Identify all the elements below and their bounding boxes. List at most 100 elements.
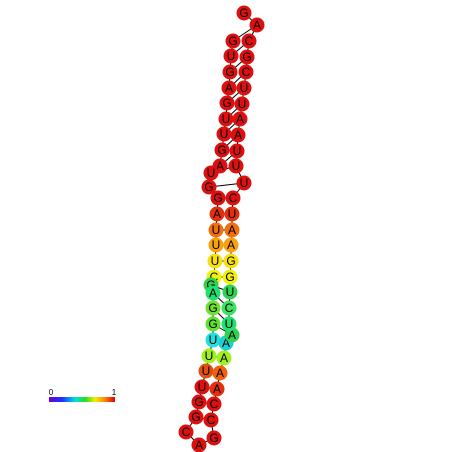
nucleotide-label: G xyxy=(194,395,203,409)
nucleotide-label: G xyxy=(206,278,215,292)
nucleotide xyxy=(225,190,241,206)
nucleotide-label: U xyxy=(211,254,220,268)
nucleotide xyxy=(225,33,241,49)
nucleotide-label: U xyxy=(225,317,234,331)
nucleotide-label: A xyxy=(216,159,224,173)
nucleotide-label: C xyxy=(210,397,219,411)
nucleotide xyxy=(208,237,224,253)
nucleotide xyxy=(221,316,237,332)
nucleotide-label: U xyxy=(233,144,242,158)
nucleotide-label: U xyxy=(240,81,249,95)
nucleotide xyxy=(210,190,226,206)
nucleotide-label: U xyxy=(205,349,214,363)
nucleotide-label: C xyxy=(182,425,191,439)
nucleotide-label: C xyxy=(242,65,251,79)
nucleotide-label: G xyxy=(208,317,217,331)
nucleotide xyxy=(201,348,217,364)
nucleotide xyxy=(191,437,207,452)
nucleotide-label: U xyxy=(220,127,229,141)
nucleotide-label: A xyxy=(213,382,221,396)
nucleotide xyxy=(198,363,214,379)
nucleotide-label: C xyxy=(229,191,238,205)
nucleotide-label: U xyxy=(227,49,236,63)
nucleotide xyxy=(191,394,207,410)
nucleotide-label: U xyxy=(232,159,241,173)
nucleotide xyxy=(209,381,225,397)
nucleotide xyxy=(236,175,252,191)
nucleotide-label: A xyxy=(228,328,236,342)
nucleotide xyxy=(234,96,250,112)
nucleotide xyxy=(241,33,257,49)
nucleotide-label: U xyxy=(228,207,237,221)
nucleotide xyxy=(224,206,240,222)
nucleotide-label: G xyxy=(191,410,200,424)
nucleotide-label: A xyxy=(213,207,221,221)
nucleotide-label: A xyxy=(222,336,230,350)
nucleotide xyxy=(178,424,194,440)
nucleotide xyxy=(232,111,248,127)
nucleotide xyxy=(222,284,238,300)
nucleotide-label: C xyxy=(207,413,216,427)
nucleotide-label: C xyxy=(245,34,254,48)
nucleotide xyxy=(228,158,244,174)
nucleotide-label: G xyxy=(213,191,222,205)
nucleotide-label: G xyxy=(209,431,218,445)
nucleotide-label: U xyxy=(207,166,216,180)
nucleotide xyxy=(221,80,237,96)
nucleotide-label: G xyxy=(228,34,237,48)
nucleotide-label: G xyxy=(226,254,235,268)
nucleotide-label: G xyxy=(217,143,226,157)
colorbar-max: 1 xyxy=(112,388,117,397)
nucleotide-label: A xyxy=(227,238,235,252)
nucleotide xyxy=(238,64,254,80)
nucleotide xyxy=(222,64,238,80)
nucleotide-label: A xyxy=(209,286,217,300)
nucleotide-label: U xyxy=(209,333,218,347)
nucleotide xyxy=(230,127,246,143)
nucleotide xyxy=(239,49,255,65)
nucleotide xyxy=(216,350,232,366)
nucleotide-label: U xyxy=(212,238,221,252)
nucleotide xyxy=(205,332,221,348)
nucleotide-label: U xyxy=(222,112,231,126)
nucleotide-label: U xyxy=(202,364,211,378)
nucleotide xyxy=(205,300,221,316)
nucleotide-label: A xyxy=(225,81,233,95)
nucleotide xyxy=(207,253,223,269)
nucleotide-label: G xyxy=(242,50,251,64)
nucleotide-label: A xyxy=(234,128,242,142)
nucleotide xyxy=(206,430,222,446)
nucleotide-label: C xyxy=(225,301,234,315)
nucleotide xyxy=(194,379,210,395)
nucleotide xyxy=(205,316,221,332)
nucleotide xyxy=(222,269,238,285)
nucleotide xyxy=(201,179,217,195)
nucleotide-label: A xyxy=(195,438,203,452)
nucleotide-label: U xyxy=(238,97,247,111)
nucleotide xyxy=(203,165,219,181)
colorbar xyxy=(49,397,115,402)
nucleotide xyxy=(236,80,252,96)
nucleotide xyxy=(208,222,224,238)
nucleotide xyxy=(203,412,219,428)
nucleotide-label: A xyxy=(236,112,244,126)
nucleotide xyxy=(205,285,221,301)
nucleotide xyxy=(224,222,240,238)
colorbar-min: 0 xyxy=(49,388,54,397)
nucleotide xyxy=(223,253,239,269)
nucleotide-label: A xyxy=(220,351,228,365)
nucleotide xyxy=(249,17,265,33)
nucleotide-label: G xyxy=(208,301,217,315)
nucleotide xyxy=(221,300,237,316)
nucleotide xyxy=(223,237,239,253)
nucleotide-label: U xyxy=(212,223,221,237)
nucleotide xyxy=(229,143,245,159)
nucleotide-label: G xyxy=(204,180,213,194)
nucleotide xyxy=(223,48,239,64)
nucleotide xyxy=(206,396,222,412)
nucleotide-label: A xyxy=(228,223,236,237)
nucleotide-label: U xyxy=(198,380,207,394)
nucleotide xyxy=(219,95,235,111)
